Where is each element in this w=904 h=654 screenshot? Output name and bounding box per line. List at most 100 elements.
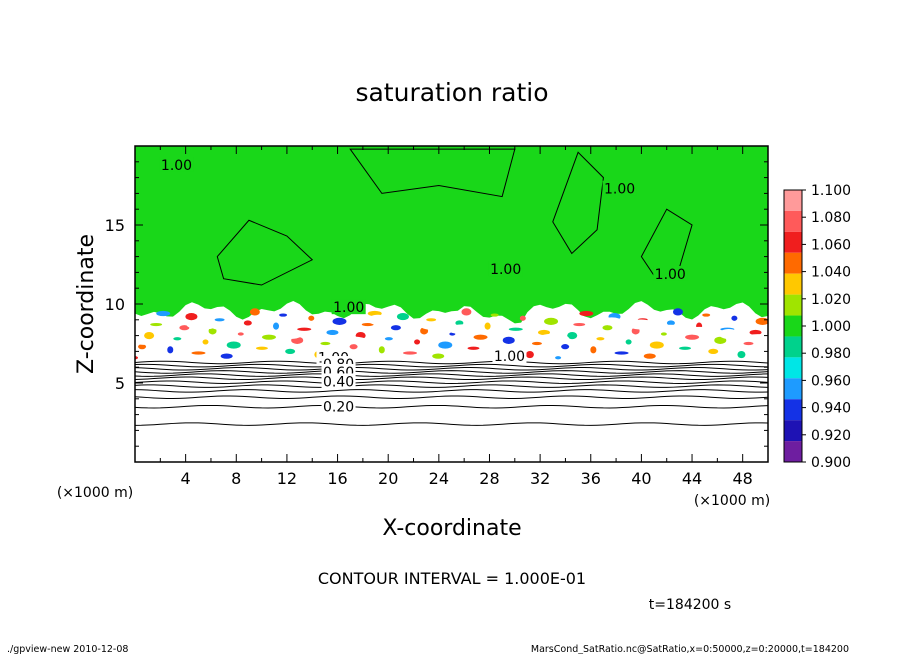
- clear-gap: [745, 334, 768, 341]
- colorbar-swatch: [784, 399, 802, 421]
- cloud-patch: [467, 346, 480, 350]
- x-tick-label: 8: [231, 469, 241, 488]
- cloud-patch: [367, 310, 382, 317]
- contour-label: 1.00: [604, 182, 635, 198]
- cloud-patch: [150, 322, 163, 327]
- contour-line: [135, 373, 768, 377]
- colorbar-label: 0.900: [811, 455, 851, 471]
- colorbar-label: 0.960: [811, 373, 851, 389]
- clear-gap: [135, 338, 154, 345]
- contour-label-bg: [492, 348, 527, 364]
- contour-line: [135, 367, 768, 371]
- clear-gap: [186, 319, 219, 330]
- chart-title: saturation ratio: [355, 78, 548, 107]
- colorbar-label: 0.920: [811, 428, 851, 444]
- plot-area: 1.001.001.001.001.001.001.000.800.600.40…: [135, 146, 768, 426]
- cloud-patch: [191, 351, 206, 355]
- cloud-patch: [167, 346, 174, 354]
- cloud-patch: [361, 322, 374, 327]
- cloud-patch: [349, 344, 358, 350]
- cloud-patch: [473, 334, 488, 340]
- cloud-patch: [737, 350, 746, 359]
- cloud-patch: [426, 318, 437, 322]
- contour-line: [135, 422, 768, 426]
- x-tick-label: 40: [631, 469, 651, 488]
- cloud-patch: [679, 346, 692, 350]
- colorbar-label: 0.940: [811, 401, 851, 417]
- cloud-patch: [378, 346, 385, 354]
- cloud-patch: [173, 337, 182, 341]
- cloud-patch: [685, 334, 700, 340]
- y-tick-label: 15: [105, 216, 125, 235]
- footer-left: ./gpview-new 2010-12-08: [7, 644, 128, 654]
- colorbar: 1.100 1.080 1.060 1.040 1.020 1.000 0.980 0.960…: [783, 183, 851, 471]
- clear-gap: [420, 322, 453, 331]
- contour-line: [135, 360, 768, 365]
- cloud-patch: [731, 315, 738, 321]
- cloud-patch: [672, 308, 683, 316]
- cloud-patch: [525, 350, 534, 359]
- x-tick-label: 24: [429, 469, 449, 488]
- y-tick-label: 5: [115, 374, 125, 393]
- contour-line: [216, 219, 314, 286]
- contour-label-bg: [159, 156, 194, 172]
- colorbar-swatch: [784, 210, 802, 232]
- cloud-patch: [625, 339, 632, 345]
- contour-line: [135, 384, 768, 388]
- cloud-patch: [202, 339, 209, 345]
- cloud-patch: [220, 353, 233, 359]
- cloud-patch: [567, 332, 578, 340]
- x-tick-label: 48: [733, 469, 753, 488]
- cloud-patch: [308, 315, 315, 321]
- clear-gap: [628, 319, 655, 330]
- contour-label-bg: [321, 373, 356, 389]
- contour-label: 0.20: [323, 400, 354, 416]
- cloud-patch: [666, 320, 675, 326]
- cloud-patch: [214, 318, 225, 322]
- clear-gap: [394, 319, 421, 326]
- cloud-patch: [714, 336, 727, 344]
- cloud-patch: [749, 329, 762, 336]
- cloud-patch: [502, 336, 515, 344]
- cloud-patch: [243, 320, 252, 326]
- cloud-patch: [561, 344, 570, 350]
- cloud-patch: [602, 325, 613, 331]
- green-region: [135, 146, 768, 324]
- clear-gap: [250, 326, 271, 335]
- cloud-patch: [255, 346, 268, 350]
- clear-gap: [654, 324, 687, 331]
- cloud-patch: [297, 327, 312, 331]
- contour-label: 1.00: [161, 158, 192, 174]
- clear-gap: [537, 333, 570, 344]
- cloud-patch: [332, 317, 347, 325]
- clear-gap: [446, 324, 485, 335]
- time-stamp: t=184200 s: [649, 597, 731, 613]
- cloud-patch: [449, 332, 456, 336]
- clear-gap: [160, 317, 187, 326]
- colorbar-swatch: [784, 378, 802, 400]
- contour-label: 0.40: [323, 374, 354, 390]
- clear-gap: [367, 314, 388, 325]
- y-unit-note: (×1000 m): [57, 485, 133, 501]
- cloud-patch: [484, 322, 491, 330]
- x-axis-title: X-coordinate: [382, 516, 521, 541]
- clear-gap: [563, 338, 602, 345]
- clear-gap: [601, 317, 622, 326]
- cloud-patch: [555, 356, 562, 360]
- cloud-patch: [660, 332, 667, 336]
- cloud-patch: [531, 341, 542, 346]
- contour-line: [135, 389, 768, 393]
- cloud-patch: [702, 313, 711, 317]
- cloud-patch: [649, 341, 664, 349]
- cloud-patch: [285, 348, 296, 354]
- clear-gap: [484, 329, 505, 336]
- contour-line: [135, 376, 768, 381]
- contour-line: [135, 380, 768, 384]
- contour-label-bg: [321, 398, 356, 414]
- y-axis-title: Z-coordinate: [74, 234, 99, 374]
- cloud-patch: [708, 348, 719, 354]
- cloud-patch: [273, 322, 280, 330]
- contour-line: [135, 395, 768, 399]
- colorbar-label: 0.980: [811, 346, 851, 362]
- colorbar-swatch: [784, 315, 802, 337]
